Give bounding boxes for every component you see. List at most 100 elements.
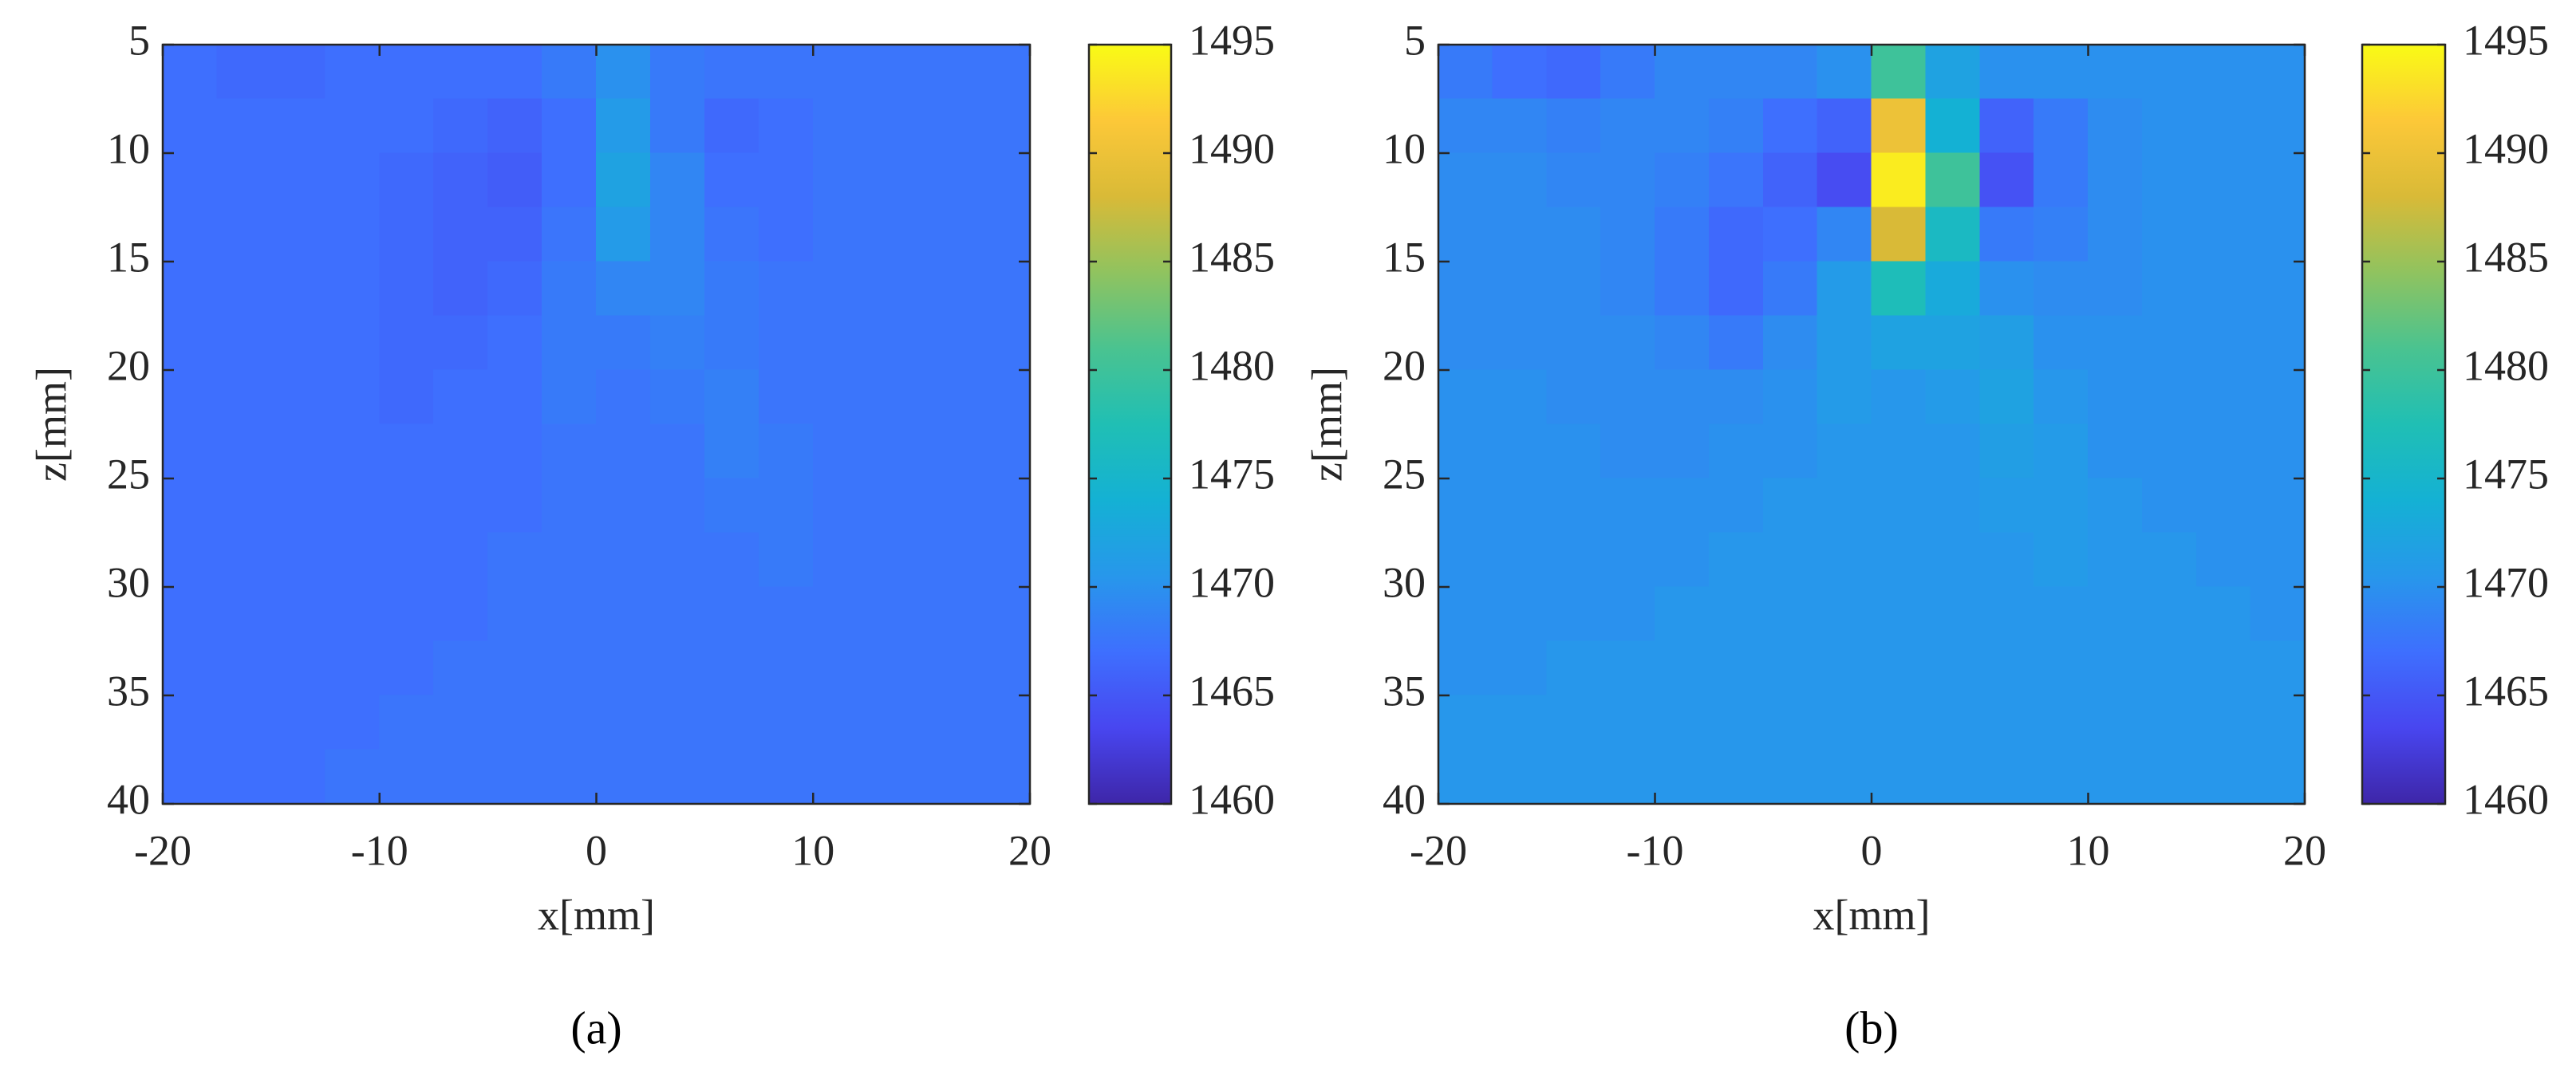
cell	[758, 98, 814, 154]
cell	[2250, 207, 2305, 262]
cell	[487, 369, 543, 425]
cell	[812, 478, 868, 534]
cell	[325, 315, 381, 371]
cell	[1438, 315, 1493, 371]
cell	[163, 45, 218, 100]
cell	[758, 586, 814, 642]
cell	[433, 45, 489, 100]
y-tick-label: 15	[107, 233, 150, 281]
cell	[758, 369, 814, 425]
cell	[2141, 695, 2197, 750]
cell	[1762, 586, 1818, 642]
cell	[1600, 695, 1655, 750]
cell	[487, 315, 543, 371]
caption: (a)	[570, 1002, 621, 1053]
cell	[704, 207, 759, 262]
colorbar-tick-label: 1460	[1189, 775, 1275, 823]
cell	[812, 369, 868, 425]
y-tick-label: 30	[1383, 558, 1426, 606]
cell	[487, 207, 543, 262]
cell	[704, 586, 759, 642]
colorbar-tick-label: 1475	[1189, 450, 1275, 498]
cell	[2034, 478, 2089, 534]
cell	[649, 749, 705, 804]
cell	[1708, 98, 1764, 154]
cell	[596, 586, 651, 642]
cell	[2088, 749, 2143, 804]
cell	[433, 369, 489, 425]
cell	[2034, 532, 2089, 588]
cell	[1600, 749, 1655, 804]
cell	[1925, 478, 1981, 534]
cell	[649, 98, 705, 154]
cell	[216, 749, 272, 804]
cell	[1600, 478, 1655, 534]
cell	[487, 98, 543, 154]
cell	[649, 640, 705, 696]
cell	[542, 207, 597, 262]
cell	[1762, 423, 1818, 479]
cell	[1708, 45, 1764, 100]
cell	[270, 423, 326, 479]
cell	[975, 315, 1030, 371]
colorbar-tick-label: 1470	[1189, 558, 1275, 606]
cell	[704, 315, 759, 371]
cell	[921, 749, 976, 804]
cell	[2141, 640, 2197, 696]
cell	[379, 207, 435, 262]
cell	[2088, 532, 2143, 588]
cell	[1600, 207, 1655, 262]
cell	[596, 369, 651, 425]
heatmap	[1438, 45, 2305, 804]
cell	[812, 640, 868, 696]
cell	[433, 532, 489, 588]
cell	[758, 749, 814, 804]
cell	[2250, 152, 2305, 208]
cell	[812, 98, 868, 154]
cell	[1708, 315, 1764, 371]
cell	[704, 369, 759, 425]
cell	[1492, 695, 1548, 750]
cell	[921, 369, 976, 425]
cell	[542, 369, 597, 425]
cell	[487, 152, 543, 208]
cell	[704, 261, 759, 317]
cell	[542, 695, 597, 750]
cell	[812, 207, 868, 262]
cell	[866, 152, 922, 208]
y-tick-label: 25	[107, 450, 150, 498]
cell	[1655, 586, 1710, 642]
cell	[1600, 315, 1655, 371]
cell	[975, 207, 1030, 262]
cell	[866, 98, 922, 154]
cell	[1817, 640, 1872, 696]
cell	[1708, 369, 1764, 425]
cell	[1871, 532, 1927, 588]
cell	[1817, 369, 1872, 425]
x-tick-label: 0	[1861, 826, 1883, 874]
cell	[1600, 98, 1655, 154]
cell	[1546, 423, 1602, 479]
cell	[2141, 423, 2197, 479]
cell	[433, 749, 489, 804]
cell	[2250, 695, 2305, 750]
cell	[1871, 315, 1927, 371]
cell	[2141, 45, 2197, 100]
cell	[487, 640, 543, 696]
cell	[433, 478, 489, 534]
cell	[2088, 369, 2143, 425]
y-tick-label: 20	[1383, 341, 1426, 389]
cell	[325, 207, 381, 262]
cell	[2195, 532, 2251, 588]
cell	[1817, 423, 1872, 479]
cell	[2195, 640, 2251, 696]
cell	[1979, 423, 2035, 479]
cell	[379, 695, 435, 750]
cell	[2250, 423, 2305, 479]
cell	[1871, 207, 1927, 262]
cell	[975, 749, 1030, 804]
cell	[2195, 478, 2251, 534]
cell	[1708, 640, 1764, 696]
colorbar	[2362, 45, 2445, 804]
cell	[704, 532, 759, 588]
